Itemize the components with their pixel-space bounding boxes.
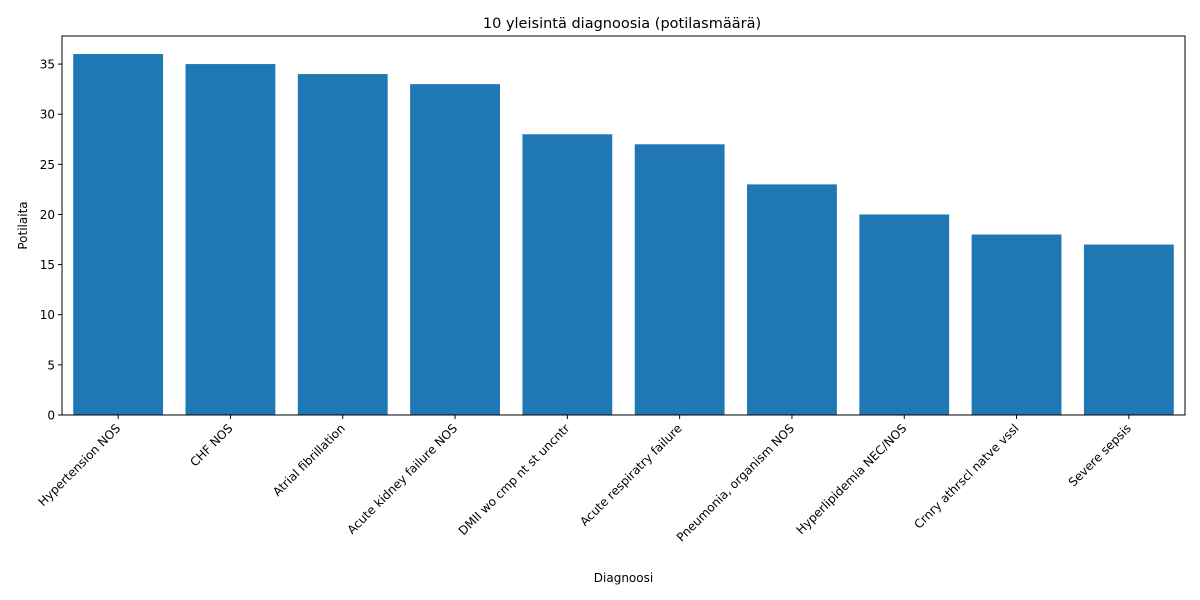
y-tick-label: 5 [47, 358, 55, 372]
x-tick-label: Hypertension NOS [35, 421, 123, 509]
plot-frame [61, 35, 1186, 416]
bar [185, 64, 276, 416]
bar [1083, 244, 1174, 415]
bar [73, 54, 164, 416]
y-axis: 0 5 10 15 20 25 30 35 [40, 58, 62, 423]
bar [410, 84, 500, 415]
x-tick-label: Acute kidney failure NOS [344, 421, 460, 537]
y-tick-label: 20 [40, 208, 55, 222]
x-tick-label: Hyperlipidemia NEC/NOS [793, 421, 909, 537]
bar [971, 234, 1062, 415]
y-tick-label: 30 [40, 108, 55, 122]
bar [747, 184, 837, 415]
y-tick-label: 35 [40, 58, 55, 72]
x-tick-label: DMII wo cmp nt st uncntr [456, 421, 573, 538]
x-tick-label: Severe sepsis [1066, 421, 1134, 489]
y-tick-label: 15 [40, 258, 55, 272]
bar [634, 144, 725, 416]
bar [859, 214, 950, 415]
x-axis-title: Diagnoosi [594, 571, 653, 585]
y-axis-title: Potilaita [16, 201, 30, 249]
y-tick-label: 10 [40, 308, 55, 322]
bars-group [73, 54, 1174, 416]
x-tick-label: Acute respiratry failure [577, 421, 685, 529]
x-tick-label: Atrial fibrillation [270, 421, 348, 499]
chart-title: 10 yleisintä diagnoosia (potilasmäärä) [483, 16, 761, 32]
y-tick-label: 25 [40, 158, 55, 172]
bar [522, 134, 613, 415]
bar [297, 74, 388, 416]
x-tick-label: Pneumonia, organism NOS [674, 421, 797, 544]
x-axis: Hypertension NOS CHF NOS Atrial fibrillati… [35, 415, 1134, 545]
y-tick-label: 0 [47, 409, 55, 423]
x-tick-label: CHF NOS [187, 421, 235, 469]
x-tick-label: Crnry athrscl natve vssl [911, 421, 1021, 531]
